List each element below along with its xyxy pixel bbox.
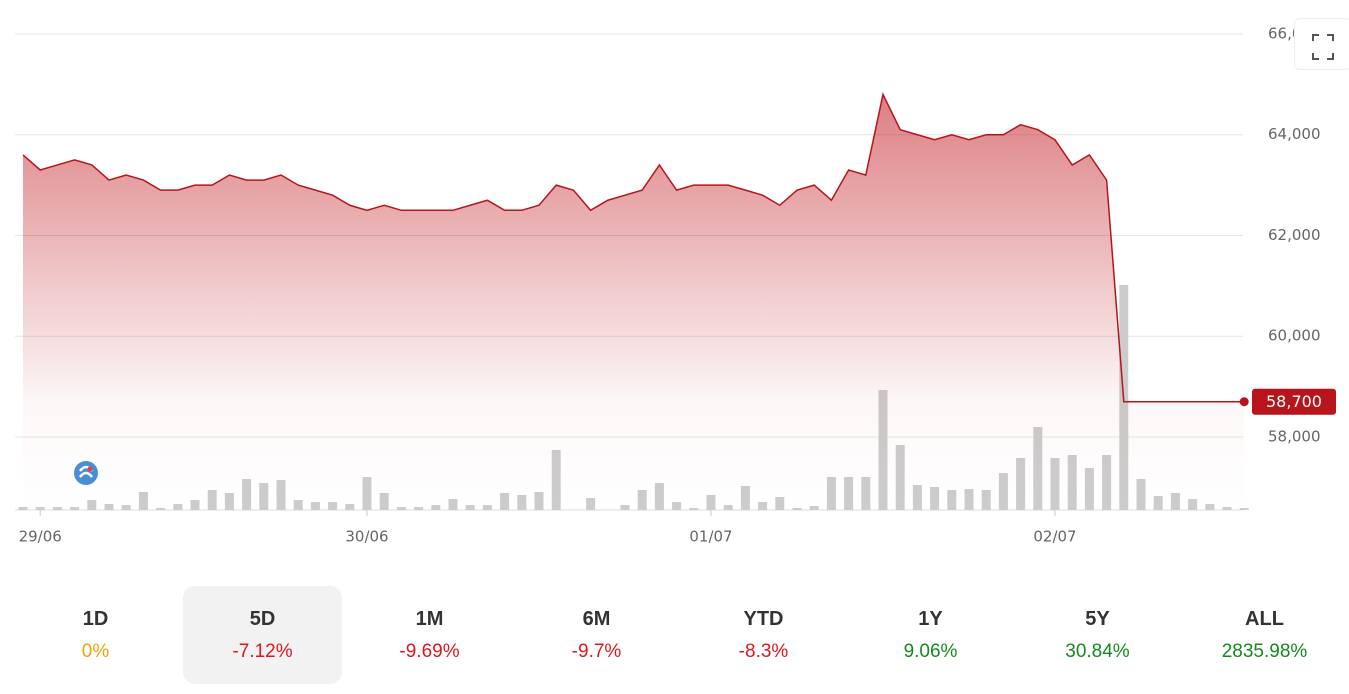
x-tick-label: 01/07 [689, 528, 732, 546]
period-button[interactable]: 1Y 9.06% [851, 586, 1010, 684]
period-label: 1D [82, 607, 109, 630]
period-label: 1Y [918, 607, 943, 630]
period-change: 0% [81, 640, 110, 662]
logo [74, 461, 98, 485]
period-button[interactable]: 1M -9.69% [350, 586, 509, 684]
period-change: 2835.98% [1221, 640, 1308, 662]
period-change: -9.7% [571, 640, 622, 662]
period-label: 5D [249, 607, 276, 630]
period-change: 9.06% [903, 640, 958, 662]
x-tick-label: 30/06 [345, 528, 388, 546]
period-button[interactable]: 5Y 30.84% [1018, 586, 1177, 684]
period-change: -7.12% [232, 640, 293, 662]
period-change: -9.69% [399, 640, 460, 662]
last-value-label: 58,700 [1266, 392, 1322, 411]
period-button[interactable]: YTD -8.3% [684, 586, 843, 684]
period-label: YTD [743, 607, 784, 630]
y-tick-label: 64,000 [1268, 125, 1321, 143]
period-label: 6M [582, 607, 611, 630]
y-tick-label: 60,000 [1268, 327, 1321, 345]
fullscreen-icon [1312, 34, 1334, 60]
period-button[interactable]: 1D 0% [16, 586, 175, 684]
y-tick-label: 58,000 [1268, 427, 1321, 445]
period-label: 1M [415, 607, 444, 630]
area-fill [23, 94, 1245, 510]
chart: 58,00060,00062,00064,00066,00029/0630/06… [15, 25, 1336, 546]
period-label: ALL [1245, 607, 1284, 630]
last-value-badge [1252, 388, 1336, 415]
period-button[interactable]: 6M -9.7% [517, 586, 676, 684]
period-change: -8.3% [738, 640, 789, 662]
period-button[interactable]: ALL 2835.98% [1185, 586, 1344, 684]
price-line [22, 92, 1245, 403]
x-tick-label: 29/06 [19, 528, 62, 546]
period-button[interactable]: 5D -7.12% [183, 586, 342, 684]
y-tick-label: 62,000 [1268, 226, 1321, 244]
last-point [1239, 397, 1249, 407]
period-selector: 1D 0% 5D -7.12% 1M -9.69% 6M -9.7% YTD -8.3% 1Y 9.0… [16, 586, 1349, 684]
x-tick-label: 02/07 [1033, 528, 1076, 546]
fullscreen-button[interactable] [1294, 18, 1349, 70]
period-label: 5Y [1085, 607, 1110, 630]
period-change: 30.84% [1065, 640, 1130, 662]
